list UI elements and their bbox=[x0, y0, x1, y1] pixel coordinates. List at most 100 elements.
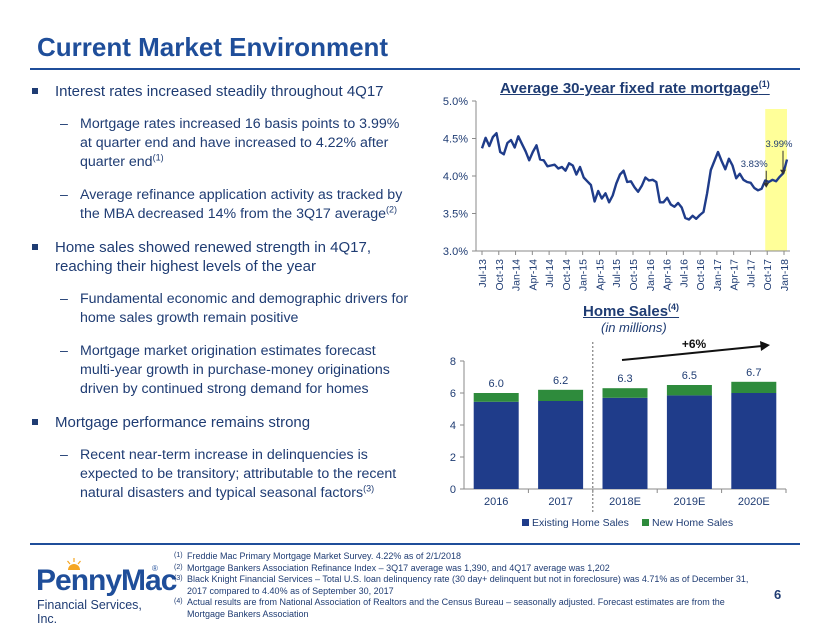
y-tick-label: 3.5% bbox=[443, 209, 468, 221]
footer-divider bbox=[30, 543, 800, 545]
y-tick-label: 8 bbox=[450, 356, 456, 368]
y-tick-label: 4.5% bbox=[443, 134, 468, 146]
existing-sales-bar bbox=[473, 401, 519, 489]
x-tick-label: Apr-14 bbox=[527, 259, 539, 291]
footnote: (2) Mortgage Bankers Association Refinanc… bbox=[174, 563, 764, 575]
existing-sales-bar bbox=[538, 401, 584, 489]
y-tick-label: 2 bbox=[450, 452, 456, 464]
annotation-label: 3.83% bbox=[741, 159, 768, 170]
y-tick-label: 4.0% bbox=[443, 171, 468, 183]
logo-wordmark: PennyMac bbox=[36, 564, 177, 597]
bullet-list: Interest rates increased steadily throug… bbox=[30, 82, 410, 517]
footnote-text: Black Knight Financial Services – Total … bbox=[187, 574, 749, 596]
x-tick-label: Oct-14 bbox=[561, 259, 573, 291]
x-tick-label: Oct-15 bbox=[628, 259, 640, 291]
x-tick-label: Oct-13 bbox=[494, 259, 506, 291]
bullet-text: Home sales showed renewed strength in 4Q… bbox=[55, 239, 372, 275]
footnote-number: (1) bbox=[174, 552, 183, 559]
bar-total-label: 6.2 bbox=[553, 375, 568, 387]
dash-bullet-icon: – bbox=[60, 343, 68, 359]
dash-bullet-icon: – bbox=[60, 447, 68, 463]
bullet-text: Mortgage performance remains strong bbox=[55, 414, 311, 431]
bar-total-label: 6.0 bbox=[489, 378, 504, 390]
new-sales-bar bbox=[538, 389, 584, 401]
new-sales-bar bbox=[666, 385, 712, 396]
page-title: Current Market Environment bbox=[37, 32, 389, 62]
bullet-text: Interest rates increased steadily throug… bbox=[55, 83, 384, 100]
x-tick-label: Apr-17 bbox=[729, 259, 741, 291]
sub-bullet-item: – Mortgage rates increased 16 basis point… bbox=[30, 115, 410, 172]
y-tick-label: 0 bbox=[450, 484, 456, 496]
legend-label: Existing Home Sales bbox=[532, 517, 629, 529]
x-tick-label: Oct-17 bbox=[762, 259, 774, 291]
y-tick-label: 6 bbox=[450, 388, 456, 400]
sub-bullet-text: Average refinance application activity a… bbox=[80, 187, 403, 222]
footnote-text: Freddie Mac Primary Mortgage Market Surv… bbox=[187, 551, 461, 561]
square-bullet-icon bbox=[32, 419, 38, 425]
square-bullet-icon bbox=[32, 244, 38, 250]
annotation-arrowhead bbox=[780, 169, 786, 175]
x-tick-label: Jan-15 bbox=[578, 259, 590, 291]
x-tick-label: 2018E bbox=[609, 496, 641, 508]
footnote-ref: (4) bbox=[668, 302, 680, 312]
y-tick-label: 4 bbox=[450, 420, 456, 432]
growth-arrow bbox=[621, 345, 763, 361]
y-tick-label: 3.0% bbox=[443, 246, 468, 258]
home-sales-chart-title-text: Home Sales bbox=[583, 303, 669, 320]
footnote-ref: (1) bbox=[758, 79, 770, 89]
x-tick-label: Jan-14 bbox=[511, 259, 523, 291]
x-tick-label: Jul-13 bbox=[477, 259, 489, 288]
bar-total-label: 6.5 bbox=[682, 370, 697, 382]
existing-sales-bar bbox=[731, 393, 777, 489]
mortgage-chart-title-text: Average 30-year fixed rate mortgage bbox=[500, 80, 759, 97]
sub-bullet-text: Mortgage rates increased 16 basis points… bbox=[80, 116, 400, 170]
x-tick-label: Jan-16 bbox=[645, 259, 657, 291]
sub-bullet-item: – Fundamental economic and demographic dr… bbox=[30, 290, 410, 328]
footnote-ref: (2) bbox=[386, 204, 398, 215]
sub-bullet-item: – Mortgage market origination estimates f… bbox=[30, 342, 410, 399]
footnote-ref: (3) bbox=[363, 483, 375, 494]
footnote: (1) Freddie Mac Primary Mortgage Market S… bbox=[174, 551, 764, 563]
growth-label: +6% bbox=[682, 337, 707, 351]
new-sales-bar bbox=[473, 393, 519, 402]
x-tick-label: 2020E bbox=[738, 496, 770, 508]
x-tick-label: Jul-16 bbox=[678, 259, 690, 288]
x-tick-label: Jan-17 bbox=[712, 259, 724, 291]
footnote-text: Actual results are from National Associa… bbox=[187, 597, 725, 619]
x-tick-label: Apr-16 bbox=[662, 259, 674, 291]
footnote-number: (3) bbox=[174, 575, 183, 583]
sun-icon bbox=[67, 558, 81, 570]
company-logo: PennyMac ® Financial Services, Inc. bbox=[36, 556, 177, 626]
legend-label: New Home Sales bbox=[652, 517, 733, 529]
legend-swatch-existing bbox=[522, 519, 529, 526]
existing-sales-bar bbox=[666, 395, 712, 489]
x-tick-label: Apr-15 bbox=[594, 259, 606, 291]
footnote-text: Mortgage Bankers Association Refinance I… bbox=[187, 562, 610, 573]
sub-bullet-text: Mortgage market origination estimates fo… bbox=[80, 343, 390, 397]
x-tick-label: Jul-14 bbox=[544, 259, 556, 288]
footnote-number: (4) bbox=[174, 598, 183, 606]
page-number: 6 bbox=[774, 587, 782, 602]
footnote: (3) Black Knight Financial Services – Tot… bbox=[174, 574, 764, 597]
annotation-label: 3.99% bbox=[766, 139, 793, 150]
sub-bullet-item: – Average refinance application activity … bbox=[30, 186, 410, 224]
rate-series-line bbox=[480, 131, 789, 221]
growth-arrowhead bbox=[760, 341, 770, 351]
dash-bullet-icon: – bbox=[60, 291, 68, 307]
footnote-number: (2) bbox=[174, 563, 183, 571]
footnote-ref: (1) bbox=[152, 152, 164, 163]
new-sales-bar bbox=[731, 381, 777, 393]
sub-bullet-item: – Recent near-term increase in delinquenc… bbox=[30, 446, 410, 503]
x-tick-label: Jul-17 bbox=[745, 259, 757, 288]
x-tick-label: Jul-15 bbox=[611, 259, 623, 288]
title-divider bbox=[30, 68, 800, 70]
footnotes: (1) Freddie Mac Primary Mortgage Market S… bbox=[174, 551, 764, 621]
x-tick-label: 2016 bbox=[484, 496, 508, 508]
dash-bullet-icon: – bbox=[60, 187, 68, 203]
y-tick-label: 5.0% bbox=[443, 96, 468, 108]
x-tick-label: Jan-18 bbox=[779, 259, 791, 291]
existing-sales-bar bbox=[602, 397, 648, 489]
square-bullet-icon bbox=[32, 88, 38, 94]
new-sales-bar bbox=[602, 388, 648, 398]
footnote: (4) Actual results are from National Asso… bbox=[174, 597, 764, 620]
